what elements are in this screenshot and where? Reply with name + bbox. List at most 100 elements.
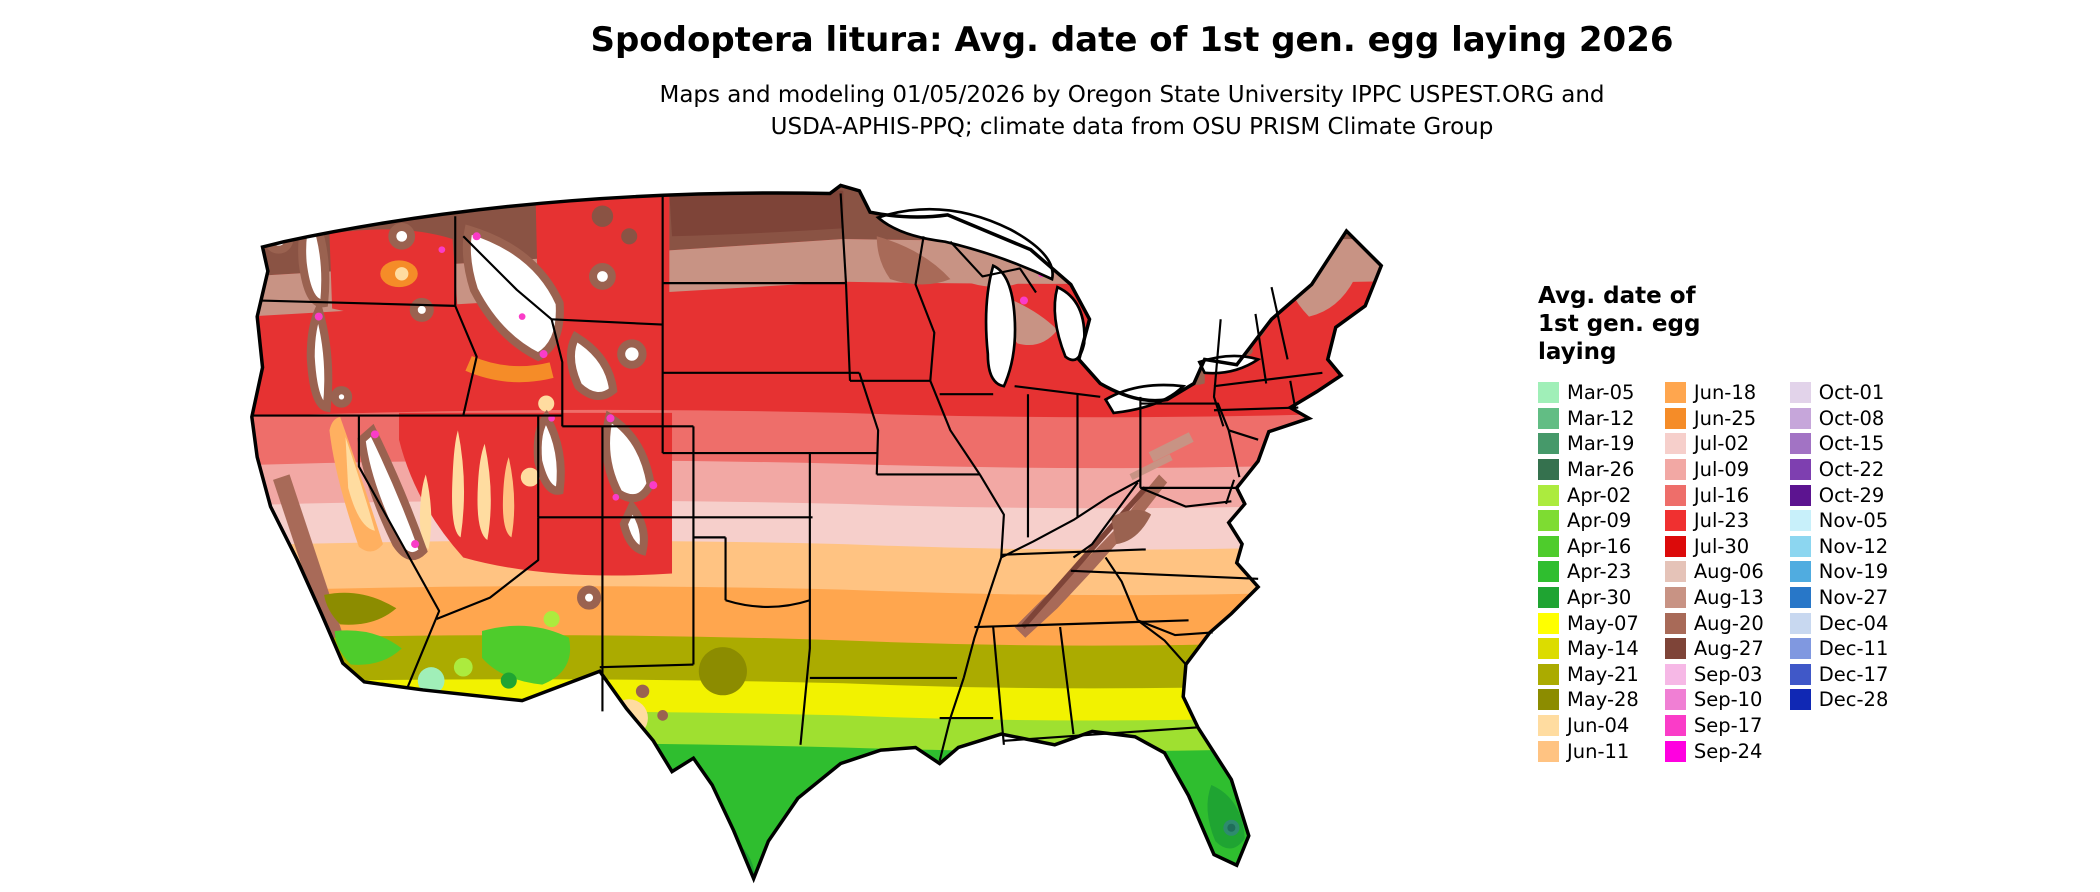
state-borders [251, 193, 1323, 762]
legend-item: Oct-01 [1789, 380, 1889, 406]
legend-item: Dec-04 [1789, 610, 1889, 636]
subtitle-line-1: Maps and modeling 01/05/2026 by Oregon S… [659, 82, 1605, 108]
legend-swatch [1789, 587, 1811, 609]
legend-item: Jul-23 [1664, 508, 1764, 534]
legend-label: Jun-18 [1693, 381, 1757, 405]
legend-item: May-28 [1538, 687, 1639, 713]
legend-swatch [1789, 689, 1811, 711]
legend-label: Oct-01 [1818, 381, 1885, 405]
legend-label: Oct-22 [1818, 458, 1885, 482]
legend-item: Nov-27 [1789, 585, 1889, 611]
legend-swatch [1664, 638, 1686, 660]
legend-label: Jul-02 [1693, 432, 1750, 456]
legend-swatch [1538, 638, 1559, 660]
legend-label: Sep-24 [1693, 739, 1763, 763]
legend-item: Oct-29 [1789, 482, 1889, 508]
legend-item: May-07 [1538, 610, 1639, 636]
legend-swatch [1538, 510, 1559, 532]
legend-label: Mar-12 [1567, 406, 1635, 430]
legend-label: Apr-23 [1567, 560, 1632, 584]
legend-title: Avg. date of 1st gen. egg laying [1538, 282, 1888, 366]
legend-title-line-1: Avg. date of [1538, 283, 1696, 309]
legend-item: Aug-06 [1664, 559, 1764, 585]
legend-label: Nov-05 [1818, 509, 1889, 533]
legend-swatch [1538, 612, 1559, 634]
legend-label: Aug-20 [1693, 611, 1764, 635]
legend-label: Jun-11 [1567, 739, 1630, 763]
legend-swatch [1664, 561, 1686, 583]
legend-item: Jul-16 [1664, 482, 1764, 508]
legend-swatch [1538, 535, 1559, 557]
legend-label: Dec-17 [1818, 662, 1889, 686]
us-outline [250, 183, 1384, 884]
legend-item: Nov-05 [1789, 508, 1889, 534]
legend-item: Mar-12 [1538, 406, 1639, 432]
legend-label: Oct-15 [1818, 432, 1885, 456]
legend-title-line-2: 1st gen. egg [1538, 311, 1701, 337]
legend-item: Apr-02 [1538, 482, 1639, 508]
legend-item: Sep-03 [1664, 662, 1764, 688]
legend-item: Dec-17 [1789, 662, 1889, 688]
legend-label: Sep-03 [1693, 662, 1763, 686]
legend-swatch [1789, 638, 1811, 660]
legend-swatch [1664, 510, 1686, 532]
legend-label: May-28 [1567, 688, 1639, 712]
subtitle-line-2: USDA-APHIS-PPQ; climate data from OSU PR… [770, 114, 1494, 140]
legend-swatch [1538, 740, 1559, 762]
legend-label: Mar-05 [1567, 381, 1635, 405]
legend-label: Nov-12 [1818, 534, 1889, 558]
legend-item: Mar-26 [1538, 457, 1639, 483]
legend-item: Jun-18 [1664, 380, 1764, 406]
legend-swatch [1664, 433, 1686, 455]
legend-swatch [1789, 612, 1811, 634]
legend-swatch [1538, 561, 1559, 583]
legend-item: May-14 [1538, 636, 1639, 662]
legend-item: Aug-13 [1664, 585, 1764, 611]
legend-swatch [1664, 715, 1686, 737]
legend-label: Dec-11 [1818, 637, 1889, 661]
legend-label: Sep-17 [1693, 714, 1763, 738]
legend-swatch [1789, 535, 1811, 557]
legend-item: Jul-30 [1664, 534, 1764, 560]
legend-swatch [1789, 663, 1811, 685]
legend-swatch [1789, 484, 1811, 506]
legend-swatch [1538, 407, 1559, 429]
legend-swatch [1789, 561, 1811, 583]
legend-label: Apr-02 [1567, 483, 1632, 507]
legend-label: Jun-04 [1567, 714, 1630, 738]
legend-item: Aug-20 [1664, 610, 1764, 636]
legend-item: Jul-02 [1664, 431, 1764, 457]
legend-item: Jun-04 [1538, 713, 1639, 739]
legend-label: Jun-25 [1693, 406, 1757, 430]
legend-label: Oct-08 [1818, 406, 1885, 430]
legend-swatch [1538, 663, 1559, 685]
legend-item: Jun-11 [1538, 738, 1639, 764]
legend-item: Apr-09 [1538, 508, 1639, 534]
legend-label: Dec-04 [1818, 611, 1889, 635]
legend-item: May-21 [1538, 662, 1639, 688]
legend-item: Mar-05 [1538, 380, 1639, 406]
legend-label: Dec-28 [1818, 688, 1889, 712]
map-legend: Avg. date of 1st gen. egg laying Mar-05 M… [1538, 282, 1888, 764]
legend-title-line-3: laying [1538, 339, 1617, 365]
legend-label: Aug-13 [1693, 586, 1764, 610]
legend-item: Apr-16 [1538, 534, 1639, 560]
legend-item: Apr-23 [1538, 559, 1639, 585]
us-choropleth-map [200, 156, 1500, 892]
legend-item: Mar-19 [1538, 431, 1639, 457]
legend-columns: Mar-05 Mar-12 Mar-19 Mar-26 Apr-02 Apr-09 Apr-… [1538, 380, 1888, 764]
legend-label: May-07 [1567, 611, 1639, 635]
legend-label: May-21 [1567, 662, 1639, 686]
legend-item: Sep-10 [1664, 687, 1764, 713]
legend-item: Sep-24 [1664, 738, 1764, 764]
legend-item: Oct-15 [1789, 431, 1889, 457]
legend-label: Mar-19 [1567, 432, 1635, 456]
legend-swatch [1664, 663, 1686, 685]
us-map-svg [250, 183, 1384, 884]
page-title: Spodoptera litura: Avg. date of 1st gen.… [590, 20, 1674, 60]
legend-swatch [1789, 407, 1811, 429]
legend-swatch [1789, 382, 1811, 404]
legend-item: Jul-09 [1664, 457, 1764, 483]
legend-label: Oct-29 [1818, 483, 1885, 507]
legend-swatch [1664, 484, 1686, 506]
